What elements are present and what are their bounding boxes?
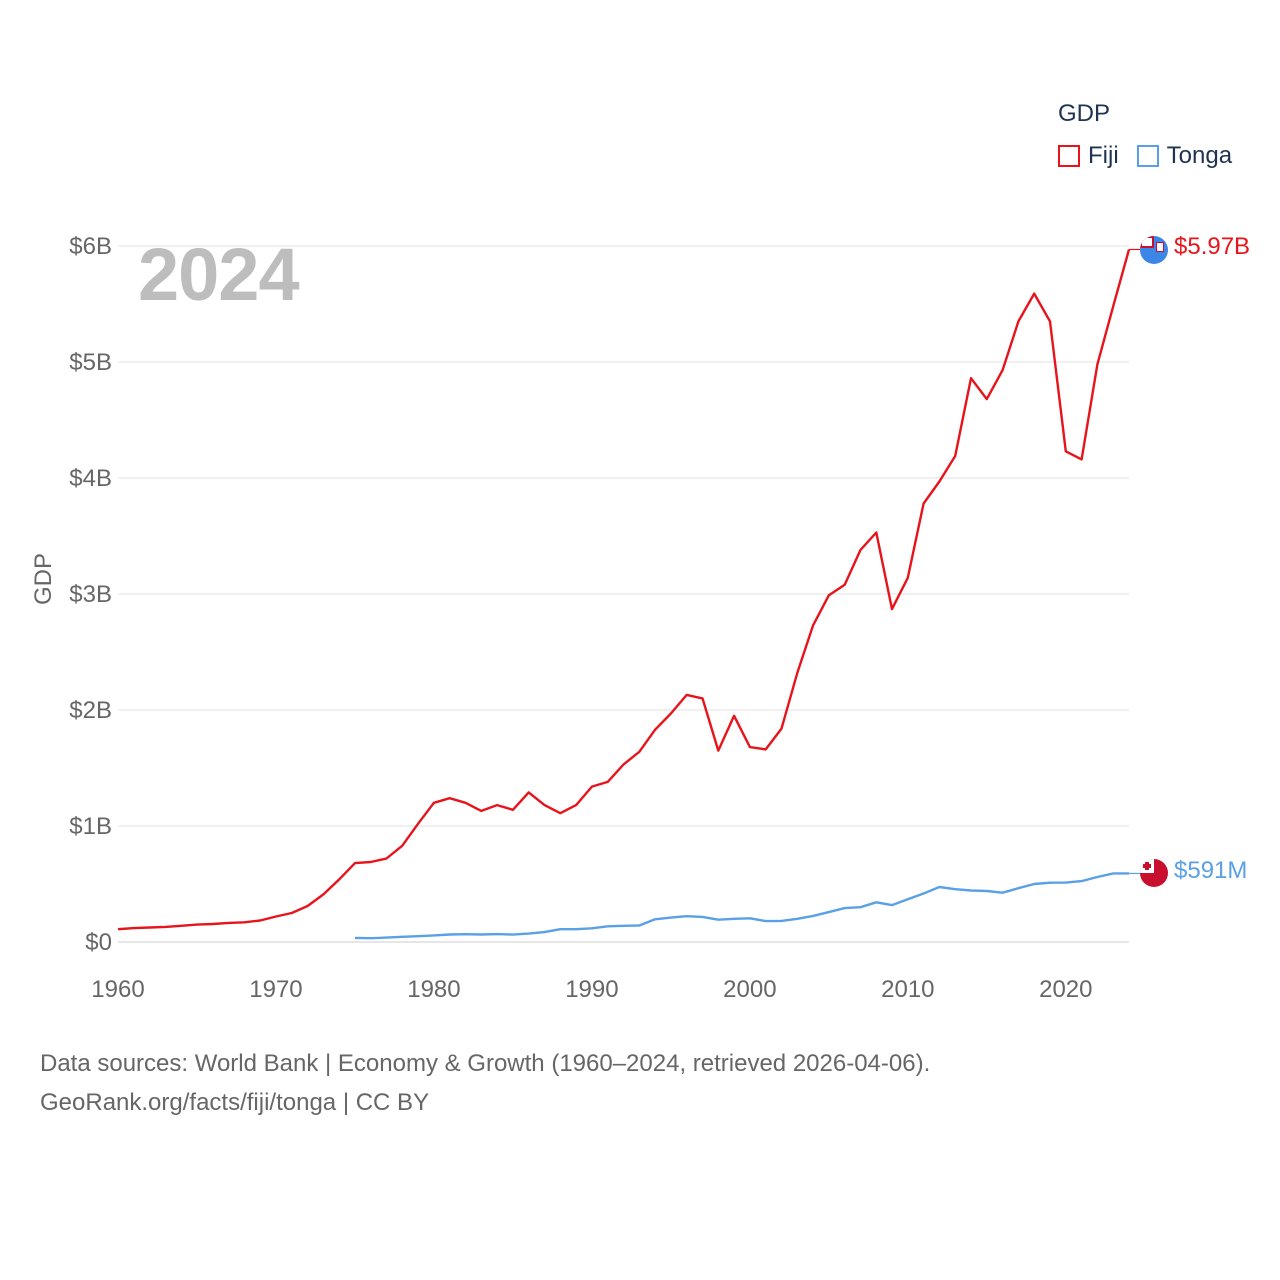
legend-swatch-fiji	[1058, 145, 1080, 167]
footer-sources: Data sources: World Bank | Economy & Gro…	[40, 1050, 931, 1077]
series-line-tonga[interactable]	[354, 872, 1129, 940]
x-tick-label: 1970	[249, 976, 302, 1003]
legend-item-tonga[interactable]: Tonga	[1136, 142, 1233, 170]
y-tick-label: $1B	[69, 813, 112, 840]
x-axis-ticks: 1960 1970 1980 1990 2000 2010 2020	[91, 976, 1092, 1003]
y-tick-label: $3B	[69, 581, 112, 608]
y-axis-title: GDP	[30, 552, 57, 605]
legend-swatch-tonga	[1136, 145, 1159, 167]
x-tick-label: 2020	[1039, 976, 1092, 1003]
y-tick-label: $4B	[69, 465, 112, 492]
x-tick-label: 1960	[91, 976, 144, 1003]
x-tick-label: 1990	[565, 976, 618, 1003]
tonga-end-value: $591M	[1174, 857, 1248, 884]
y-axis-ticks: $0 $1B $2B $3B $4B $5B $6B	[69, 233, 112, 956]
legend-title: GDP	[1058, 100, 1111, 127]
y-tick-label: $6B	[69, 233, 112, 260]
legend: Fiji Tonga	[1058, 142, 1250, 170]
fiji-end-value: $5.97B	[1174, 233, 1251, 260]
legend-label-tonga: Tonga	[1166, 142, 1233, 169]
legend-label-fiji: Fiji	[1088, 142, 1119, 169]
y-tick-label: $2B	[69, 697, 112, 724]
footer: Data sources: World Bank | Economy & Gro…	[40, 1044, 930, 1122]
tonga-flag-icon	[1140, 859, 1168, 887]
grid-lines	[118, 245, 1129, 943]
series-lines	[117, 248, 1144, 940]
fiji-flag-icon	[1140, 236, 1168, 264]
year-label: 2024	[138, 233, 300, 316]
legend-item-fiji[interactable]: Fiji	[1058, 142, 1119, 170]
x-tick-label: 1980	[407, 976, 460, 1003]
x-tick-label: 2000	[723, 976, 776, 1003]
footer-link[interactable]: GeoRank.org/facts/fiji/tonga | CC BY	[40, 1089, 430, 1116]
y-tick-label: $5B	[69, 349, 112, 376]
series-line-fiji[interactable]	[117, 249, 1131, 931]
x-tick-label: 2010	[881, 976, 934, 1003]
y-tick-label: $0	[85, 929, 112, 956]
